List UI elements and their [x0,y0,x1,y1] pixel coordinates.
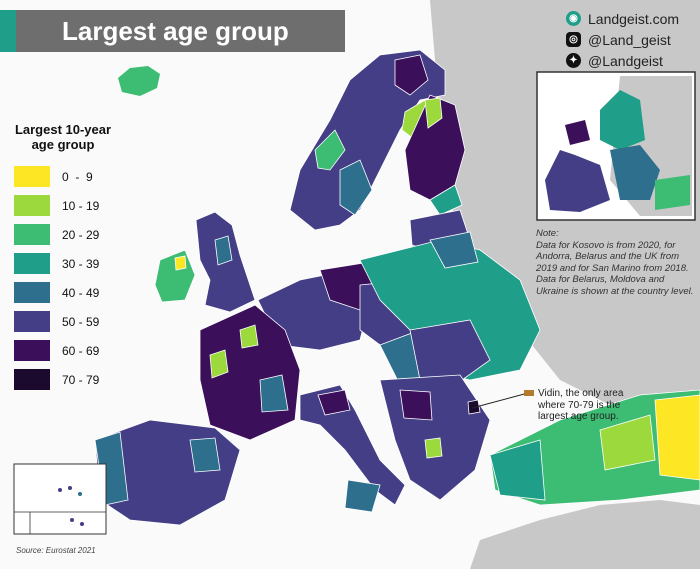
legend-label: 10 - 19 [62,198,100,213]
callout-line-text: where 70-79 is the [538,399,621,411]
finland [404,94,466,216]
website-link[interactable]: ◉ Landgeist.com [566,8,679,29]
legend-item: 70 - 79 [14,365,112,394]
legend-swatch [14,253,50,274]
legend-title: Largest 10-year age group [14,122,112,152]
legend-label: 60 - 69 [62,343,100,358]
legend-item: 0 - 9 [14,162,112,191]
legend-item: 60 - 69 [14,336,112,365]
legend-items: 0 - 9 10 - 19 20 - 29 30 - 39 40 - 49 50 - 59… [14,162,112,394]
twitter-label: @Landgeist [588,52,663,69]
note-line: Data for Kosovo is from 2020, for [536,239,676,251]
legend-label: 20 - 29 [62,227,100,242]
france [199,304,301,441]
legend-swatch [14,311,50,332]
legend-item: 20 - 29 [14,220,112,249]
legend-label: 40 - 49 [62,285,100,300]
instagram-label: @Land_geist [588,31,671,48]
legend-title-line2: age group [31,137,95,152]
canary-inset [13,463,107,535]
legend-swatch [14,282,50,303]
callout-line-text: largest age group. [538,411,619,422]
turkey [489,389,700,506]
legend-item: 10 - 19 [14,191,112,220]
twitter-link[interactable]: ✦ @Landgeist [566,50,679,71]
website-label: Landgeist.com [588,10,680,27]
social-links: ◉ Landgeist.com ◎ @Land_geist ✦ @Landgei… [566,8,679,71]
page-title: Largest age group [62,15,289,46]
data-note: Note: Data for Kosovo is from 2020, for … [536,228,696,297]
balkans [379,374,491,501]
callout-line-text: Vidin, the only area [538,388,624,399]
instagram-link[interactable]: ◎ @Land_geist [566,29,679,50]
legend-label: 30 - 39 [62,256,100,271]
note-line: Andorra, Belarus and the UK from [536,251,680,262]
legend-label: 0 - 9 [62,169,93,184]
inset-map [536,71,696,221]
note-line: 2019 and for San Marino from 2018. [536,262,689,274]
legend-label: 70 - 79 [62,372,100,387]
legend-item: 50 - 59 [14,307,112,336]
iceland [118,66,160,96]
note-line: Ukraine is shown at the country level. [536,285,694,297]
instagram-icon: ◎ [566,32,581,47]
source-credit: Source: Eurostat 2021 [16,546,96,555]
note-heading: Note: [536,228,559,239]
legend-title-line1: Largest 10-year [14,122,112,137]
legend-swatch [14,166,50,187]
eastern-europe [359,231,541,386]
legend-swatch [14,195,50,216]
italy [299,384,406,513]
legend: Largest 10-year age group 0 - 9 10 - 19 20… [14,122,112,394]
legend-swatch [14,369,50,390]
british-isles [154,211,256,313]
vidin-callout: Vidin, the only area where 70-79 is the … [538,388,638,423]
globe-icon: ◉ [566,11,581,26]
twitter-icon: ✦ [566,53,581,68]
scandinavia [289,49,446,231]
legend-item: 40 - 49 [14,278,112,307]
callout-line [471,392,529,409]
iberia [94,419,241,526]
vidin-marker [524,390,534,396]
title-banner: Largest age group [0,10,345,52]
note-line: Data for Belarus, Moldova and [536,274,665,285]
legend-swatch [14,340,50,361]
legend-label: 50 - 59 [62,314,100,329]
legend-item: 30 - 39 [14,249,112,278]
legend-swatch [14,224,50,245]
